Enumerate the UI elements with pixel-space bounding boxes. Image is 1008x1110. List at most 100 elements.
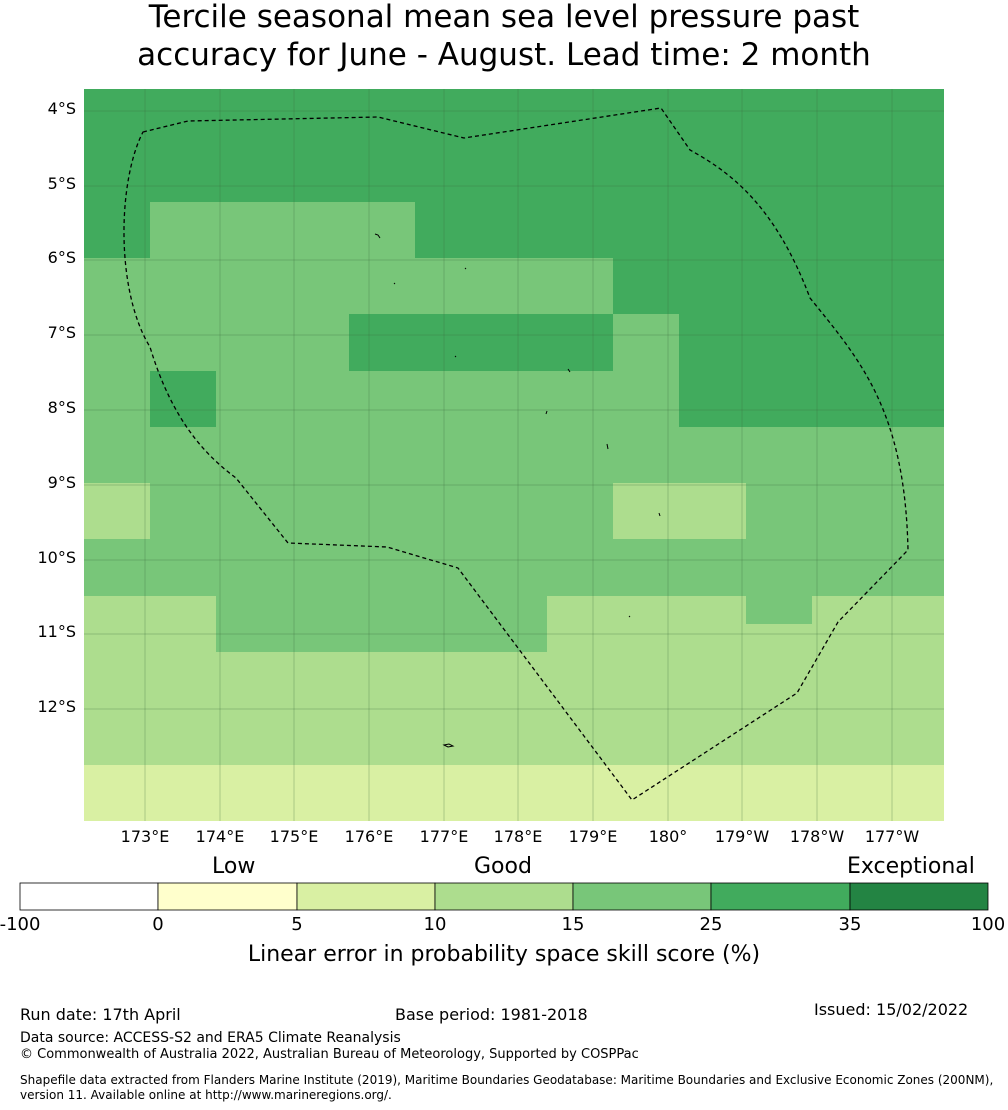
grid-cell bbox=[84, 652, 150, 680]
grid-cell bbox=[84, 286, 150, 314]
grid-cell bbox=[746, 314, 812, 342]
lon-label: 178°E bbox=[493, 827, 543, 846]
lon-label: 178°W bbox=[789, 827, 845, 846]
grid-cell bbox=[349, 737, 415, 765]
colorbar-tick: 0 bbox=[152, 914, 164, 935]
grid-cell bbox=[481, 173, 547, 202]
lon-label: 179°E bbox=[568, 827, 618, 846]
lat-label: 9°S bbox=[47, 473, 76, 492]
grid-cell bbox=[613, 568, 679, 596]
colorbar-segment bbox=[296, 882, 436, 911]
grid-cell bbox=[481, 708, 547, 737]
grid-cell bbox=[613, 89, 679, 117]
lat-label: 11°S bbox=[37, 622, 76, 641]
grid-cell bbox=[547, 173, 613, 202]
grid-cell bbox=[878, 145, 944, 173]
grid-cell bbox=[613, 708, 679, 737]
grid-cell bbox=[415, 737, 481, 765]
island bbox=[545, 410, 548, 415]
grid-cell bbox=[150, 342, 216, 371]
grid-cell bbox=[812, 511, 878, 539]
grid-cell bbox=[84, 737, 150, 765]
grid-cell bbox=[216, 793, 282, 821]
base-period: Base period: 1981-2018 bbox=[395, 1005, 588, 1024]
grid-cell bbox=[216, 89, 282, 117]
grid-cell bbox=[84, 173, 150, 202]
grid-cell bbox=[150, 765, 216, 793]
grid-cell bbox=[746, 596, 812, 624]
colorbar-tick: 5 bbox=[291, 914, 303, 935]
grid-cell bbox=[878, 539, 944, 568]
grid-cell bbox=[481, 652, 547, 680]
grid-cell bbox=[150, 624, 216, 652]
grid-cell bbox=[878, 596, 944, 624]
grid-cell bbox=[878, 89, 944, 117]
grid-cell bbox=[282, 483, 349, 511]
grid-cell bbox=[415, 173, 481, 202]
colorbar-tick: 10 bbox=[423, 914, 447, 935]
grid-cell bbox=[282, 202, 349, 230]
lon-label: 176°E bbox=[344, 827, 394, 846]
grid-cell bbox=[84, 314, 150, 342]
grid-cell bbox=[746, 173, 812, 202]
copyright: © Commonwealth of Australia 2022, Austra… bbox=[20, 1047, 639, 1062]
grid-cell bbox=[349, 539, 415, 568]
grid-cell bbox=[679, 342, 746, 371]
grid-cell bbox=[613, 680, 679, 708]
grid-cell bbox=[282, 624, 349, 652]
grid-cell bbox=[746, 652, 812, 680]
grid-cell bbox=[216, 455, 282, 483]
grid-cell bbox=[216, 765, 282, 793]
grid-cell bbox=[812, 427, 878, 455]
grid-cell bbox=[282, 680, 349, 708]
grid-cell bbox=[547, 708, 613, 737]
grid-cell bbox=[415, 680, 481, 708]
grid-cell bbox=[812, 680, 878, 708]
data-source: Data source: ACCESS-S2 and ERA5 Climate … bbox=[20, 1030, 401, 1046]
grid-cell bbox=[349, 145, 415, 173]
grid-cell bbox=[84, 371, 150, 399]
grid-cell bbox=[349, 258, 415, 286]
lat-label: 5°S bbox=[47, 174, 76, 193]
grid-cell bbox=[282, 342, 349, 371]
island bbox=[658, 512, 661, 517]
colorbar-segment bbox=[572, 882, 712, 911]
grid-cell bbox=[415, 371, 481, 399]
grid-cell bbox=[812, 483, 878, 511]
grid-cell bbox=[282, 708, 349, 737]
grid-cell bbox=[613, 737, 679, 765]
grid-cell bbox=[613, 399, 679, 427]
grid-cell bbox=[613, 793, 679, 821]
grid-cell bbox=[282, 258, 349, 286]
grid-cell bbox=[282, 314, 349, 342]
grid-cell bbox=[679, 511, 746, 539]
grid-cell bbox=[746, 145, 812, 173]
colorbar-segment bbox=[19, 882, 159, 911]
grid-cell bbox=[216, 624, 282, 652]
grid-cell bbox=[746, 765, 812, 793]
colorbar-segment bbox=[434, 882, 574, 911]
grid-cell bbox=[746, 89, 812, 117]
grid-cell bbox=[150, 483, 216, 511]
grid-cell bbox=[349, 652, 415, 680]
grid-cell bbox=[349, 483, 415, 511]
grid-cell bbox=[481, 596, 547, 624]
grid-cell bbox=[481, 117, 547, 145]
grid-cell bbox=[481, 342, 547, 371]
grid-cell bbox=[812, 258, 878, 286]
grid-cell bbox=[746, 511, 812, 539]
grid-cell bbox=[415, 314, 481, 342]
map-title-line2: accuracy for June - August. Lead time: 2… bbox=[137, 37, 871, 73]
grid-cell bbox=[216, 399, 282, 427]
grid-cell bbox=[150, 230, 216, 258]
island bbox=[454, 355, 457, 358]
grid-cell bbox=[282, 737, 349, 765]
grid-cell bbox=[349, 793, 415, 821]
grid-cell bbox=[812, 371, 878, 399]
colorbar-tick: 15 bbox=[561, 914, 585, 935]
grid-cell bbox=[481, 483, 547, 511]
grid-cell bbox=[547, 793, 613, 821]
grid-cell bbox=[547, 399, 613, 427]
grid-cell bbox=[150, 399, 216, 427]
grid-cell bbox=[679, 286, 746, 314]
